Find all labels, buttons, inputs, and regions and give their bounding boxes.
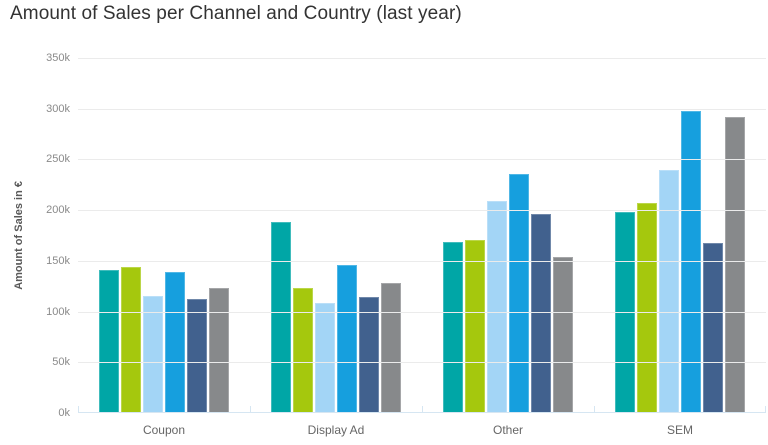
gridline [78, 159, 766, 161]
gridline [78, 362, 766, 364]
bar-sem-series-5-navy[interactable] [703, 242, 723, 413]
y-axis-tick-label: 150k [46, 254, 70, 267]
bar-coupon-series-6-gray[interactable] [209, 288, 229, 413]
gridline [78, 58, 766, 59]
bar-coupon-series-4-blue[interactable] [165, 272, 185, 413]
y-axis-tick-label: 0k [58, 407, 70, 419]
x-axis-tick [422, 406, 423, 413]
x-axis-tick [594, 406, 595, 413]
bar-other-series-4-blue[interactable] [509, 173, 529, 413]
x-axis-label: Display Ad [307, 423, 365, 437]
y-axis-tick-label: 100k [46, 305, 70, 318]
bar-sem-series-3-light-blue[interactable] [659, 169, 679, 413]
x-axis-label: Other [492, 423, 523, 437]
bar-display-ad-series-1-teal[interactable] [271, 222, 291, 413]
bar-other-series-1-teal[interactable] [443, 241, 463, 413]
gridline [78, 260, 766, 262]
y-axis-title: Amount of Sales in € [13, 181, 25, 290]
bar-group-display-ad: Display Ad [250, 58, 422, 437]
bar-display-ad-series-4-blue[interactable] [337, 264, 357, 413]
bar-display-ad-series-6-gray[interactable] [381, 283, 401, 413]
chart-title: Amount of Sales per Channel and Country … [10, 3, 462, 24]
x-axis-tick [765, 406, 766, 413]
x-axis-label: SEM [666, 423, 693, 437]
bar-group-coupon: Coupon [78, 58, 250, 437]
plot-area: Coupon Display Ad Other SEM 0k 50k 100k 150k 20… [46, 52, 766, 437]
bar-other-series-5-navy[interactable] [531, 214, 551, 413]
y-axis-tick-label: 250k [46, 153, 70, 166]
y-axis-tick-label: 300k [46, 102, 70, 115]
x-axis-tick [78, 406, 79, 413]
bar-display-ad-series-2-lime[interactable] [293, 288, 313, 413]
gridline [78, 210, 766, 212]
y-axis-tick-label: 50k [52, 356, 70, 369]
bar-groups: Coupon Display Ad Other SEM [78, 58, 766, 437]
y-axis-tick-label: 350k [46, 52, 70, 64]
x-axis-label: Coupon [142, 423, 186, 437]
bar-display-ad-series-3-light-blue[interactable] [315, 303, 335, 413]
bar-sem-series-1-teal[interactable] [615, 212, 635, 413]
bar-coupon-series-5-navy[interactable] [187, 299, 207, 413]
bar-coupon-series-2-lime[interactable] [121, 266, 141, 413]
bar-group-other: Other [422, 58, 594, 437]
bar-display-ad-series-5-navy[interactable] [359, 297, 379, 413]
bar-other-series-3-light-blue[interactable] [487, 201, 507, 413]
y-axis: Amount of Sales in € [0, 58, 38, 413]
bar-sem-series-2-lime[interactable] [637, 203, 657, 413]
bar-other-series-6-gray[interactable] [553, 256, 573, 413]
bar-coupon-series-3-light-blue[interactable] [143, 296, 163, 413]
gridline [78, 311, 766, 313]
bar-group-sem: SEM [594, 58, 766, 437]
bar-other-series-2-lime[interactable] [465, 239, 485, 413]
bar-sem-series-4-blue[interactable] [681, 110, 701, 413]
bar-coupon-series-1-teal[interactable] [99, 270, 119, 413]
y-axis-tick-label: 200k [46, 204, 70, 217]
bar-sem-series-6-gray[interactable] [725, 116, 745, 413]
gridline [78, 108, 766, 110]
x-axis-tick [250, 406, 251, 413]
